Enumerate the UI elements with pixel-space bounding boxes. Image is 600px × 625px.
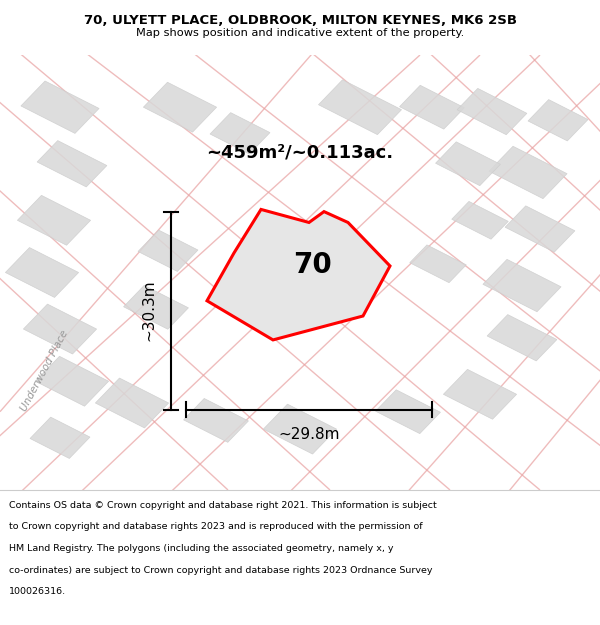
Polygon shape: [400, 85, 464, 129]
Polygon shape: [483, 259, 561, 312]
Polygon shape: [443, 369, 517, 419]
Polygon shape: [528, 99, 588, 141]
Text: ~30.3m: ~30.3m: [141, 280, 156, 341]
Polygon shape: [5, 248, 79, 298]
Text: co-ordinates) are subject to Crown copyright and database rights 2023 Ordnance S: co-ordinates) are subject to Crown copyr…: [9, 566, 433, 574]
Polygon shape: [452, 201, 508, 239]
Polygon shape: [457, 88, 527, 135]
Text: 70, ULYETT PLACE, OLDBROOK, MILTON KEYNES, MK6 2SB: 70, ULYETT PLACE, OLDBROOK, MILTON KEYNE…: [83, 14, 517, 27]
Text: to Crown copyright and database rights 2023 and is reproduced with the permissio: to Crown copyright and database rights 2…: [9, 522, 422, 531]
Polygon shape: [436, 142, 500, 186]
Text: 70: 70: [293, 251, 332, 279]
Polygon shape: [263, 404, 337, 454]
Text: 100026316.: 100026316.: [9, 588, 66, 596]
Polygon shape: [37, 141, 107, 187]
Text: Underwood Place: Underwood Place: [19, 328, 71, 412]
Polygon shape: [95, 378, 169, 428]
Polygon shape: [410, 245, 466, 282]
Polygon shape: [21, 81, 99, 133]
Polygon shape: [17, 196, 91, 245]
Text: Map shows position and indicative extent of the property.: Map shows position and indicative extent…: [136, 29, 464, 39]
Polygon shape: [23, 304, 97, 354]
Text: Contains OS data © Crown copyright and database right 2021. This information is : Contains OS data © Crown copyright and d…: [9, 501, 437, 510]
Text: ~29.8m: ~29.8m: [278, 427, 340, 442]
Polygon shape: [35, 356, 109, 406]
Polygon shape: [124, 286, 188, 329]
Polygon shape: [143, 82, 217, 132]
Polygon shape: [489, 146, 567, 199]
Polygon shape: [184, 399, 248, 442]
Polygon shape: [138, 230, 198, 271]
Polygon shape: [207, 209, 390, 340]
Polygon shape: [210, 112, 270, 154]
Text: HM Land Registry. The polygons (including the associated geometry, namely x, y: HM Land Registry. The polygons (includin…: [9, 544, 394, 553]
Polygon shape: [505, 206, 575, 252]
Polygon shape: [30, 417, 90, 459]
Polygon shape: [487, 314, 557, 361]
Text: ~459m²/~0.113ac.: ~459m²/~0.113ac.: [206, 144, 394, 162]
Polygon shape: [376, 390, 440, 434]
Polygon shape: [319, 80, 401, 134]
